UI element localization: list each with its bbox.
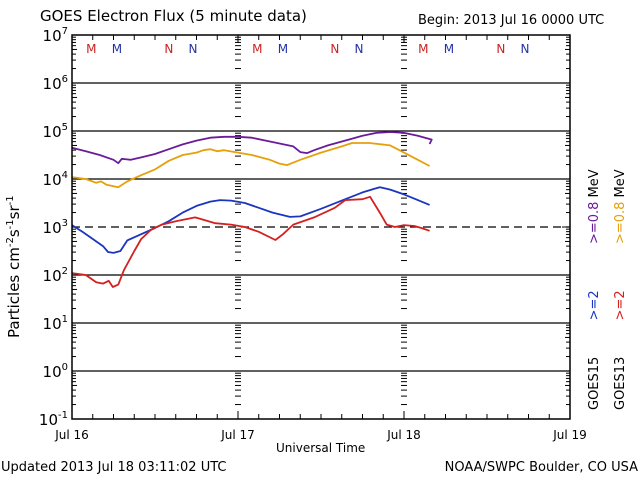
- orbit-marker: N: [189, 42, 198, 56]
- orbit-marker: M: [278, 42, 288, 56]
- y-tick-exponent: 1: [62, 314, 68, 325]
- series-line-2: [71, 186, 430, 254]
- y-tick-base: 10: [39, 411, 58, 429]
- orbit-marker: M: [86, 42, 96, 56]
- x-tick-labels: Jul 16 Jul 17 Jul 18 Jul 19: [54, 428, 587, 442]
- orbit-marker: M: [418, 42, 428, 56]
- legend-goes15-e2: >=2: [587, 290, 602, 321]
- legend-goes13-unit: MeV: [613, 169, 628, 198]
- y-tick-base: 10: [43, 267, 62, 285]
- y-tick-base: 10: [43, 363, 62, 381]
- y-tick-base: 10: [43, 315, 62, 333]
- y-tick-exponent: 3: [62, 218, 68, 229]
- y-label-base: Particles cm: [5, 247, 23, 338]
- legend-goes15: GOES15 >=2 >=0.8 MeV: [587, 169, 602, 410]
- y-label-exp3: -1: [5, 195, 16, 206]
- orbit-marker: M: [252, 42, 262, 56]
- y-tick-label: 105: [43, 122, 68, 141]
- y-axis-label: Particles cm-2s-1sr-1: [5, 195, 23, 338]
- x-axis-label: Universal Time: [276, 441, 366, 455]
- legend-goes15-sat: GOES15: [587, 356, 602, 410]
- legend-goes13-sat: GOES13: [613, 356, 628, 410]
- legend-goes13: GOES13 >=2 >=0.8 MeV: [613, 169, 628, 410]
- y-label-mid1: s: [5, 229, 23, 238]
- y-tick-label: 103: [43, 218, 68, 237]
- y-tick-exponent: 4: [62, 170, 68, 181]
- y-tick-base: 10: [43, 27, 62, 45]
- orbit-marker: N: [355, 42, 364, 56]
- legend-goes15-e08: >=0.8: [587, 201, 602, 245]
- updated-timestamp: Updated 2013 Jul 18 03:11:02 UTC: [1, 460, 227, 475]
- gridlines: [72, 82, 570, 372]
- y-tick-label: 106: [43, 74, 68, 93]
- orbit-marker: N: [330, 42, 339, 56]
- x-tick-label: Jul 16: [54, 428, 89, 442]
- y-tick-exponent: 6: [62, 74, 68, 85]
- series-line-1: [71, 142, 431, 189]
- y-tick-label: 100: [43, 362, 68, 381]
- x-tick-label: Jul 18: [386, 428, 421, 442]
- y-label-exp1: -2: [5, 237, 16, 248]
- orbit-marker: N: [521, 42, 530, 56]
- plot-frame: [71, 34, 571, 420]
- y-tick-label: 107: [43, 26, 68, 45]
- orbit-marker: N: [164, 42, 173, 56]
- orbit-marker: M: [112, 42, 122, 56]
- legend-goes13-e2: >=2: [613, 290, 628, 321]
- y-tick-label: 101: [43, 314, 68, 333]
- y-tick-base: 10: [43, 123, 62, 141]
- series-line-0: [71, 131, 433, 165]
- y-tick-base: 10: [43, 75, 62, 93]
- chart-title: GOES Electron Flux (5 minute data): [40, 7, 307, 25]
- series-line-3: [71, 195, 430, 288]
- orbit-marker: M: [444, 42, 454, 56]
- series-lines: [71, 131, 433, 288]
- data-source: NOAA/SWPC Boulder, CO USA: [444, 460, 638, 475]
- y-tick-exponent: 7: [62, 26, 68, 37]
- y-label-exp2: -1: [5, 219, 16, 230]
- y-tick-label: 10-1: [39, 410, 68, 429]
- x-tick-label: Jul 17: [220, 428, 255, 442]
- y-tick-base: 10: [43, 219, 62, 237]
- y-tick-base: 10: [43, 171, 62, 189]
- y-tick-exponent: 5: [62, 122, 68, 133]
- y-tick-label: 104: [43, 170, 68, 189]
- y-tick-exponent: 2: [62, 266, 68, 277]
- y-tick-exponent: 0: [62, 362, 68, 373]
- y-label-mid2: sr: [5, 205, 23, 220]
- legend-goes15-unit: MeV: [587, 169, 602, 198]
- y-tick-exponent: -1: [58, 410, 68, 421]
- orbit-marker: N: [496, 42, 505, 56]
- legend-goes13-e08: >=0.8: [613, 201, 628, 245]
- x-tick-label: Jul 19: [552, 428, 587, 442]
- y-tick-label: 102: [43, 266, 68, 285]
- chart-subtitle: Begin: 2013 Jul 16 0000 UTC: [418, 13, 605, 28]
